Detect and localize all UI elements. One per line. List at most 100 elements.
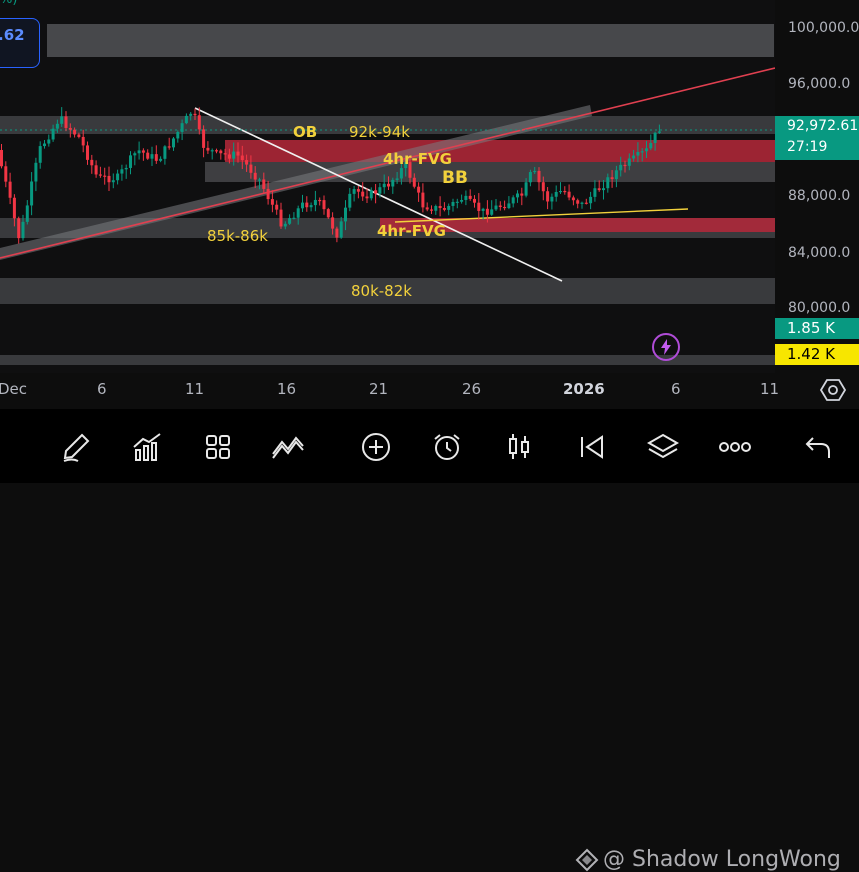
candle-body xyxy=(258,179,261,181)
candle-body xyxy=(434,206,438,211)
candle-body xyxy=(391,179,395,187)
candle-body xyxy=(210,150,214,152)
alert-button[interactable] xyxy=(429,429,465,465)
trend-line-white xyxy=(194,107,563,282)
lightning-button[interactable] xyxy=(652,333,680,361)
candle-body xyxy=(141,150,145,153)
more-button[interactable] xyxy=(717,429,753,465)
candle-body xyxy=(296,208,300,218)
add-icon xyxy=(362,433,390,461)
candle-body xyxy=(524,182,528,196)
candle-body xyxy=(4,166,8,182)
candle-body xyxy=(374,190,378,194)
candle-body xyxy=(184,115,188,124)
candle-body xyxy=(395,178,399,180)
candle-body xyxy=(279,209,283,227)
candlestick-icon xyxy=(509,434,529,459)
candle-body xyxy=(554,191,558,197)
candle-body xyxy=(309,205,313,208)
candle-body xyxy=(51,128,55,140)
candle-body xyxy=(81,136,85,146)
candle-body xyxy=(305,202,309,208)
lightning-icon xyxy=(661,339,671,355)
candle-body xyxy=(339,221,343,238)
candle-body xyxy=(550,196,554,202)
candle-body xyxy=(623,164,627,167)
candle-body xyxy=(262,179,266,189)
candle-body xyxy=(245,160,249,165)
candle-body xyxy=(8,181,12,198)
price-tick-96000: 96,000.0 xyxy=(788,76,851,92)
candle-body xyxy=(223,153,227,155)
zone-fvg-lower xyxy=(380,218,775,232)
candle-body xyxy=(507,203,511,208)
candle-body xyxy=(137,150,141,154)
settings-icon xyxy=(819,379,847,401)
candle-body xyxy=(38,146,42,163)
label-85k-86k: 85k-86k xyxy=(207,227,268,245)
current-price-badge: 92,972.61 27:19 xyxy=(775,116,859,160)
candle-body xyxy=(541,182,545,192)
candle-body xyxy=(421,192,425,208)
candle-body xyxy=(47,139,51,144)
candle-body xyxy=(129,155,132,168)
volume-badge-green: 1.85 K xyxy=(775,318,859,339)
candle-body xyxy=(511,197,515,204)
time-axis[interactable]: Dec 6 11 16 21 26 2026 6 11 xyxy=(0,373,859,409)
label-ob: OB xyxy=(293,123,318,141)
zone-fvg-upper xyxy=(225,140,775,162)
replay-button[interactable] xyxy=(574,429,610,465)
candles-group xyxy=(0,107,661,244)
layout-button[interactable] xyxy=(200,429,236,465)
candle-body xyxy=(12,197,16,219)
label-fvg-upper: 4hr-FVG xyxy=(383,150,452,168)
more-icon xyxy=(719,442,751,452)
candle-body xyxy=(451,201,455,206)
candle-body xyxy=(90,159,94,166)
candle-body xyxy=(60,116,64,124)
candle-body xyxy=(653,132,657,144)
candle-body xyxy=(270,199,274,205)
watermark: @ Shadow LongWong xyxy=(575,847,841,872)
zone-100k xyxy=(47,24,774,57)
current-price-value: 92,972.61 xyxy=(787,118,859,134)
candle-body xyxy=(520,193,524,196)
candle-body xyxy=(154,154,158,161)
draw-button[interactable] xyxy=(58,429,94,465)
candle-body xyxy=(447,205,451,210)
price-tick-100000: 100,000.0 xyxy=(788,20,859,36)
time-tick-6: 6 xyxy=(97,380,107,398)
chart-type-button[interactable] xyxy=(501,429,537,465)
layers-button[interactable] xyxy=(645,429,681,465)
candle-body xyxy=(580,202,584,204)
patterns-button[interactable] xyxy=(270,429,306,465)
undo-button[interactable] xyxy=(800,429,836,465)
indicators-button[interactable] xyxy=(129,429,165,465)
add-button[interactable] xyxy=(358,429,394,465)
candle-body xyxy=(64,116,68,128)
legend-box[interactable] xyxy=(0,18,40,68)
candle-body xyxy=(597,188,601,191)
candle-body xyxy=(193,113,197,116)
candle-body xyxy=(399,168,403,179)
candle-body xyxy=(537,170,541,183)
candle-body xyxy=(571,197,575,201)
candle-body xyxy=(344,207,347,222)
candle-body xyxy=(180,123,184,132)
candle-body xyxy=(283,223,287,227)
candle-body xyxy=(17,218,21,239)
chart-canvas[interactable] xyxy=(0,0,775,373)
candle-body xyxy=(438,206,442,209)
candle-body xyxy=(481,208,485,211)
alarm-clock-icon xyxy=(434,434,460,460)
candle-body xyxy=(361,191,365,197)
chart-settings-button[interactable] xyxy=(819,377,847,403)
candle-body xyxy=(369,190,373,199)
chart-area[interactable]: %) .62 OB 92k-94k 4hr-FVG BB 85k-86k 4hr… xyxy=(0,0,775,373)
price-tick-88000: 88,000.0 xyxy=(788,188,851,204)
candle-body xyxy=(425,207,429,210)
candle-body xyxy=(227,154,231,159)
candle-body xyxy=(606,177,610,189)
candle-body xyxy=(473,198,476,203)
price-axis[interactable]: 100,000.0 96,000.0 88,000.0 84,000.0 80,… xyxy=(775,0,859,373)
